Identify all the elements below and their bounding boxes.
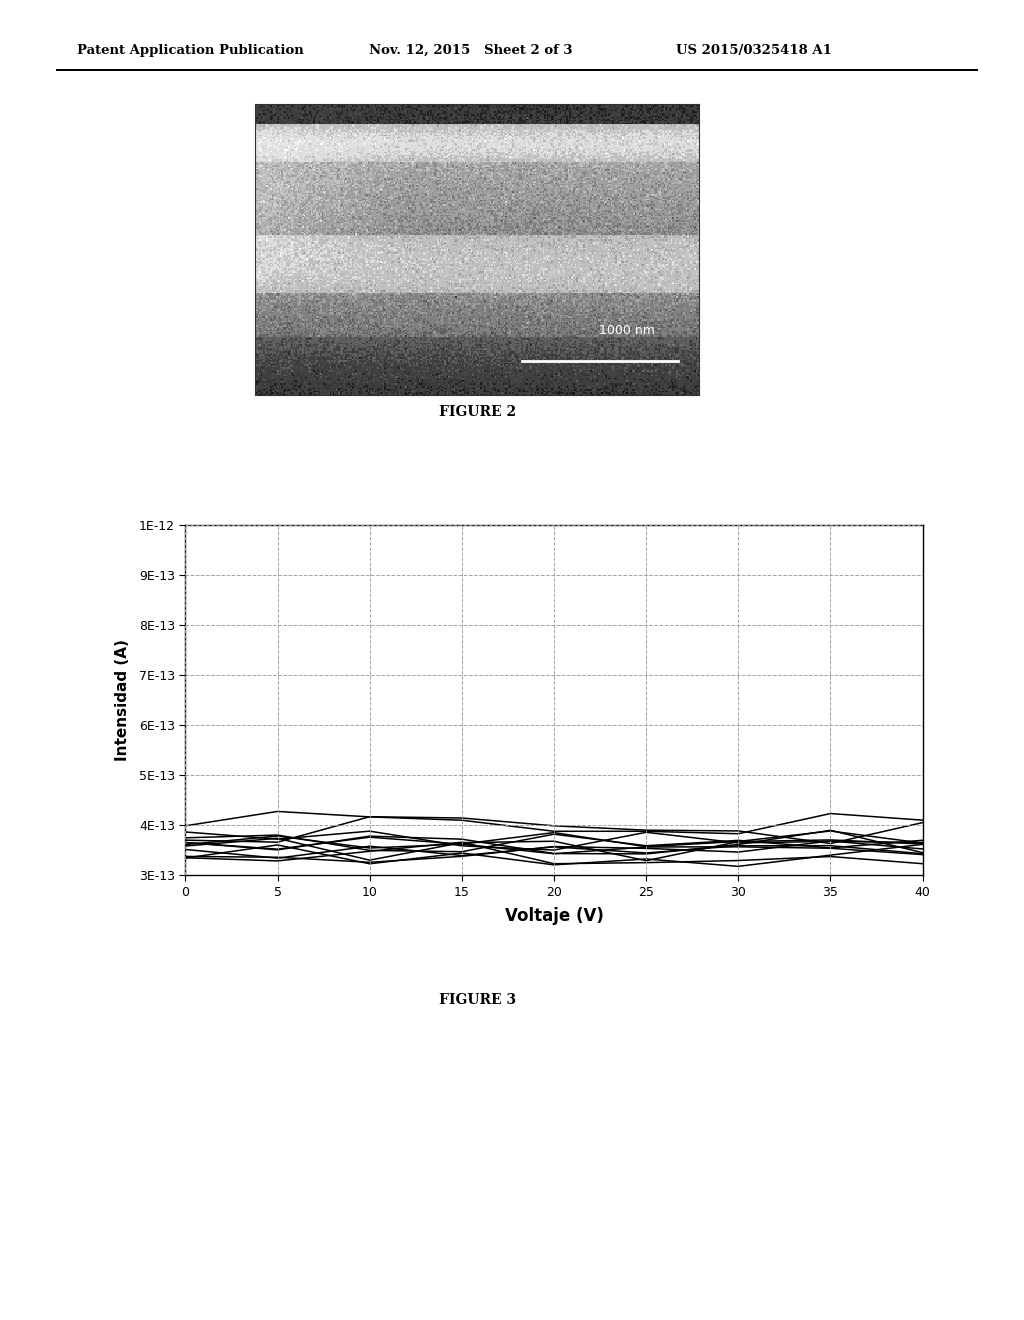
Text: 1000 nm: 1000 nm — [599, 325, 654, 338]
Text: Nov. 12, 2015   Sheet 2 of 3: Nov. 12, 2015 Sheet 2 of 3 — [369, 44, 572, 57]
Text: US 2015/0325418 A1: US 2015/0325418 A1 — [676, 44, 831, 57]
X-axis label: Voltaje (V): Voltaje (V) — [505, 907, 603, 925]
Text: Patent Application Publication: Patent Application Publication — [77, 44, 303, 57]
Text: FIGURE 3: FIGURE 3 — [438, 993, 516, 1007]
Y-axis label: Intensidad (A): Intensidad (A) — [116, 639, 130, 762]
Text: FIGURE 2: FIGURE 2 — [438, 405, 516, 420]
